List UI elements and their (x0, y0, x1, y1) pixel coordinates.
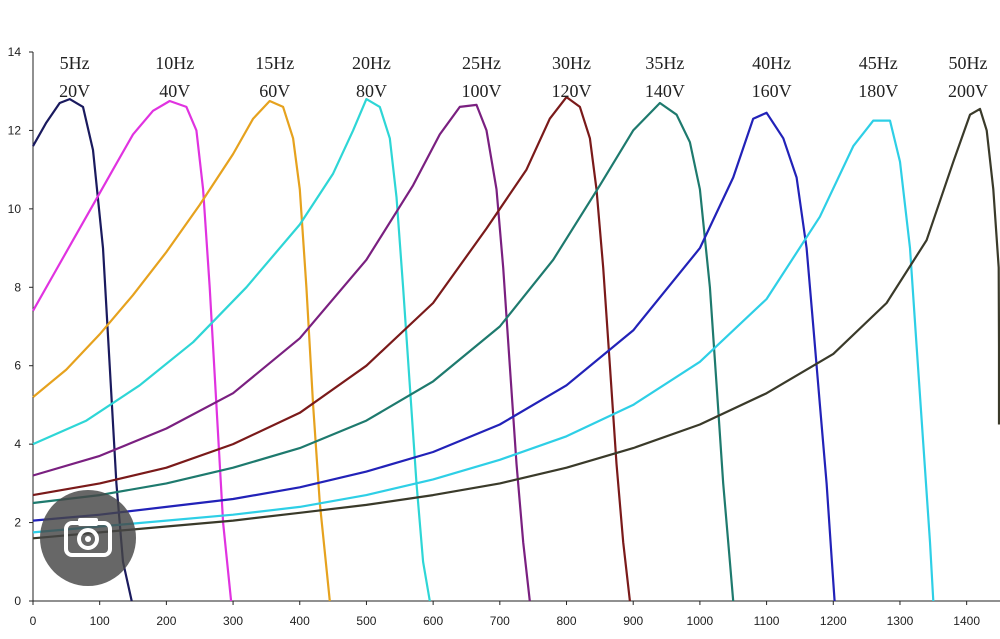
series-line-45Hz (32, 119, 935, 602)
tick-group: 0 100 200 300 400 500 600 700 800 900 1000 1100 1200… (8, 45, 981, 628)
series-line-50Hz (32, 107, 1000, 540)
series-volt-label: 120V (552, 81, 592, 101)
y-tick-label: 12 (8, 123, 22, 137)
series-volt-label: 200V (948, 81, 988, 101)
series-freq-label: 20Hz (352, 53, 391, 73)
series-line-10Hz (32, 99, 233, 602)
x-tick-label: 1200 (820, 614, 847, 628)
series-volt-label: 100V (461, 81, 501, 101)
x-tick-label: 200 (156, 614, 176, 628)
series-volt-label: 180V (858, 81, 898, 101)
x-tick-label: 800 (557, 614, 577, 628)
series-freq-label: 25Hz (462, 53, 501, 73)
x-tick-label: 900 (623, 614, 643, 628)
series-freq-label: 45Hz (859, 53, 898, 73)
series-volt-label: 140V (645, 81, 685, 101)
series-freq-label: 10Hz (155, 53, 194, 73)
y-tick-label: 0 (14, 594, 21, 608)
x-tick-label: 0 (30, 614, 37, 628)
x-tick-label: 400 (290, 614, 310, 628)
x-tick-label: 500 (356, 614, 376, 628)
series-freq-label: 50Hz (949, 53, 988, 73)
series-volt-label: 160V (752, 81, 792, 101)
x-tick-label: 100 (90, 614, 110, 628)
series-volt-label: 60V (259, 81, 290, 101)
series-freq-label: 5Hz (60, 53, 90, 73)
series-freq-label: 35Hz (645, 53, 684, 73)
y-tick-label: 10 (8, 202, 22, 216)
camera-glyph (64, 518, 112, 557)
series-freq-label: 30Hz (552, 53, 591, 73)
x-tick-label: 1300 (887, 614, 914, 628)
x-tick-label: 1100 (754, 614, 780, 628)
series-freq-label: 15Hz (255, 53, 294, 73)
series-line-25Hz (32, 103, 531, 602)
y-tick-label: 6 (14, 359, 21, 373)
y-tick-label: 4 (14, 437, 21, 451)
series-freq-label: 40Hz (752, 53, 791, 73)
series-line-30Hz (32, 95, 631, 602)
series-volt-label: 80V (356, 81, 387, 101)
series-line-15Hz (32, 99, 331, 602)
x-tick-label: 300 (223, 614, 243, 628)
y-tick-label: 2 (14, 516, 21, 530)
x-tick-label: 1000 (687, 614, 714, 628)
series-line-35Hz (32, 101, 735, 602)
camera-search-icon[interactable] (40, 490, 136, 586)
series-line-40Hz (32, 111, 836, 602)
y-tick-label: 8 (14, 280, 21, 294)
series-lines (32, 95, 1000, 602)
x-tick-label: 1400 (953, 614, 980, 628)
series-volt-label: 40V (159, 81, 190, 101)
series-labels: 5Hz 20V 10Hz 40V 15Hz 60V 20Hz 80V 25Hz 100V 30Hz 1… (59, 53, 988, 101)
x-tick-label: 700 (490, 614, 510, 628)
y-tick-label: 14 (8, 45, 22, 59)
x-tick-label: 600 (423, 614, 443, 628)
series-volt-label: 20V (59, 81, 90, 101)
series-line-20Hz (32, 97, 431, 602)
